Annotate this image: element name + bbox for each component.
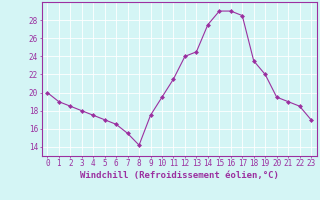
X-axis label: Windchill (Refroidissement éolien,°C): Windchill (Refroidissement éolien,°C) [80,171,279,180]
